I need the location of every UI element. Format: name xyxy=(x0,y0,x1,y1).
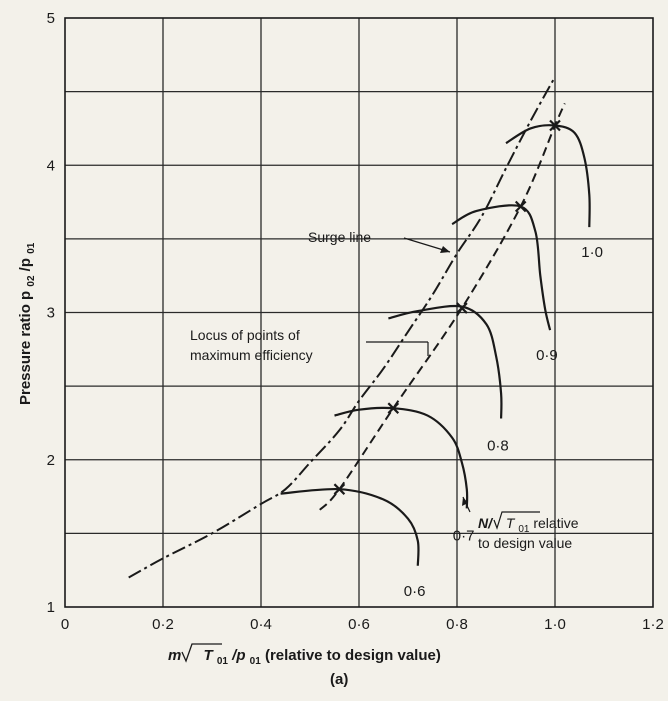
y-tick-labels: 1 2 3 4 5 xyxy=(47,10,55,616)
y-tick-label: 4 xyxy=(47,157,55,174)
surge-line-arrowhead xyxy=(440,246,450,253)
surge-line xyxy=(128,76,556,579)
x-tick-label: 0·2 xyxy=(152,616,174,633)
max-efficiency-marker xyxy=(549,119,561,132)
svg-text:N/ T 01: N/ T 01 relative xyxy=(478,515,579,535)
speed-line-0·7 xyxy=(334,406,469,509)
ylabel-sub2: 01 xyxy=(26,242,37,254)
surge-line-label: Surge line xyxy=(308,229,371,245)
locus-label-line1: Locus of points of xyxy=(190,327,300,343)
max-efficiency-marker xyxy=(514,200,527,213)
speed-line-1·0 xyxy=(505,124,591,228)
xlabel-m: m xyxy=(168,647,181,664)
xlabel-p-sub: 01 xyxy=(250,656,262,667)
x-tick-labels: 0 0·2 0·4 0·6 0·8 1·0 1·2 xyxy=(61,616,664,633)
speed-label-arrowhead xyxy=(462,497,468,506)
speed-line-label: 0·7 xyxy=(453,527,475,544)
annotations: Surge line Locus of points of maximum ef… xyxy=(190,229,579,551)
x-tick-label: 1·2 xyxy=(642,616,664,633)
speed-label-T: T xyxy=(506,515,516,531)
speed-line-label: 0·6 xyxy=(404,583,426,600)
speed-line-label: 0·9 xyxy=(536,347,558,364)
speed-line-0·6 xyxy=(280,487,420,566)
speed-line-label: 0·8 xyxy=(487,438,509,455)
svg-text:Pressure ratio p 02: Pressure ratio p 02 /p 01 xyxy=(17,242,38,405)
max-efficiency-marker xyxy=(456,302,468,314)
plot-frame xyxy=(64,17,654,608)
speed-line-0·9 xyxy=(451,204,552,331)
grid-lines xyxy=(65,18,653,607)
speed-label-root-sign xyxy=(493,511,540,530)
speed-label-line2: to design value xyxy=(478,535,572,551)
efficiency-markers xyxy=(333,119,561,495)
figure-caption: (a) xyxy=(330,671,348,688)
xlabel-suffix: (relative to design value) xyxy=(265,647,441,664)
speed-label-prefix: N/ xyxy=(478,515,494,531)
locus-label-line2: maximum efficiency xyxy=(190,347,313,363)
y-axis-label: Pressure ratio p 02 /p 01 xyxy=(17,242,38,405)
xlabel-root-sign xyxy=(181,643,222,663)
x-tick-label: 0 xyxy=(61,616,69,633)
ylabel-sub1: 02 xyxy=(26,275,37,287)
xlabel-p: /p xyxy=(231,647,245,664)
xlabel-T-sub: 01 xyxy=(217,656,229,667)
x-tick-label: 0·4 xyxy=(250,616,272,633)
speed-label-suffix: relative xyxy=(533,515,578,531)
speed-label-sub: 01 xyxy=(518,524,530,535)
ylabel-text: Pressure ratio p xyxy=(17,291,34,405)
x-tick-label: 1·0 xyxy=(544,616,566,633)
y-tick-label: 5 xyxy=(47,10,55,27)
axes xyxy=(64,17,654,608)
y-tick-label: 3 xyxy=(47,305,55,322)
speed-parameter-label: N/ T 01 relative to design value xyxy=(462,496,579,551)
x-tick-label: 0·6 xyxy=(348,616,370,633)
y-tick-label: 1 xyxy=(47,599,55,616)
xlabel-T: T xyxy=(204,647,215,664)
x-axis-label: m T 01 /p 01 (relative to design value) … xyxy=(168,643,441,688)
max-efficiency-marker xyxy=(387,402,400,414)
max-efficiency-marker xyxy=(333,483,346,495)
speed-line-label: 1·0 xyxy=(581,244,603,261)
ylabel-mid: /p xyxy=(17,258,34,271)
svg-text:m T 01 /p: m T 01 /p 01 (relative to design value) xyxy=(168,647,441,668)
x-tick-label: 0·8 xyxy=(446,616,468,633)
y-tick-label: 2 xyxy=(47,452,55,469)
speed-line-0·8 xyxy=(388,304,503,419)
